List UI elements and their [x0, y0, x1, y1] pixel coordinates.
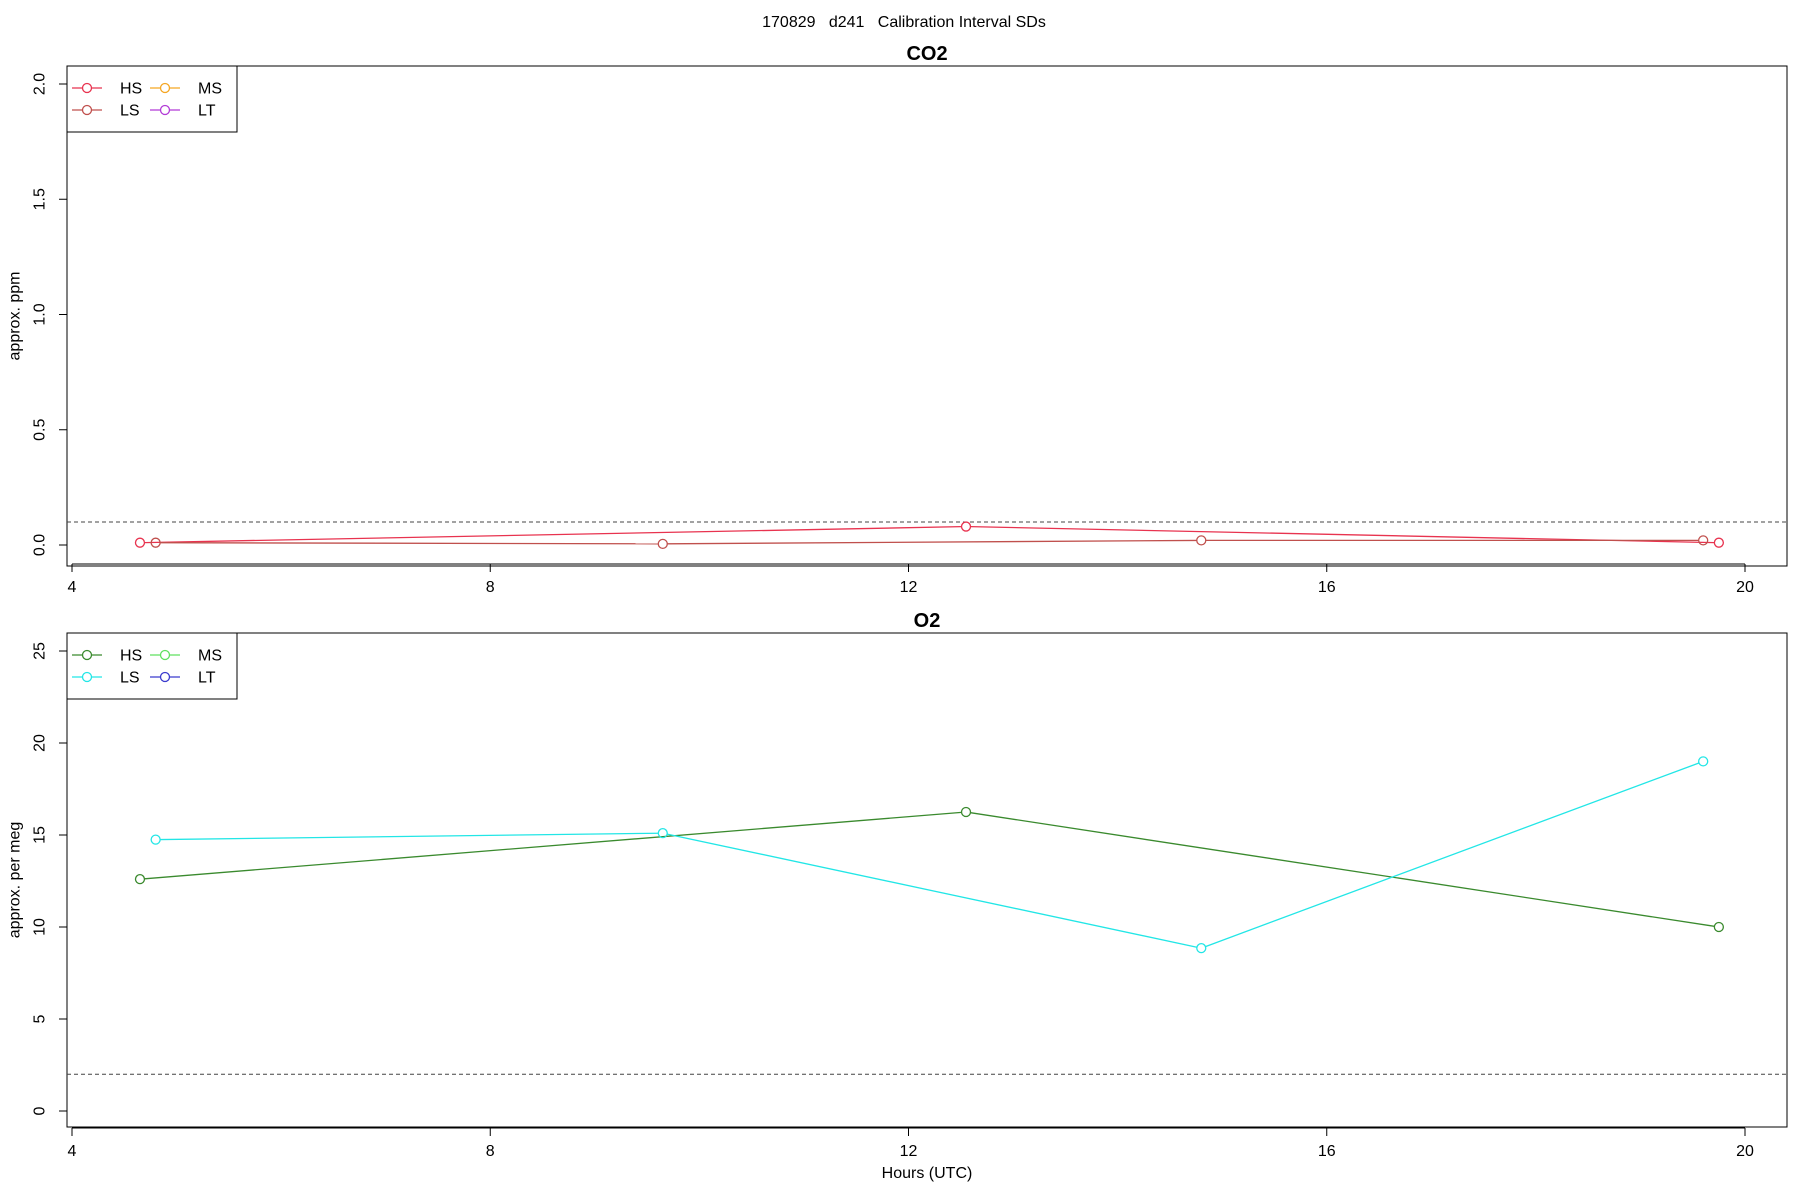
data-point: [134, 537, 146, 548]
legend-label: LT: [198, 103, 216, 120]
legend-marker: [81, 671, 93, 683]
panel-title: CO2: [906, 43, 947, 65]
x-tick-label: 8: [486, 579, 495, 596]
legend-marker: [81, 649, 93, 661]
panel-o2: O2 4 8 12 16 20 0 5 10 15 20 25 approx. per meg Hours…: [7, 610, 1788, 1182]
legend-marker: [81, 82, 93, 94]
x-tick-label: 4: [68, 579, 77, 596]
legend-entry-ms: MS: [150, 81, 222, 98]
y-tick-label: 0: [32, 1106, 49, 1115]
y-tick-label: 15: [32, 826, 49, 844]
legend-marker: [159, 82, 171, 94]
series-ls: [150, 756, 1709, 954]
x-axis-label: Hours (UTC): [882, 1165, 973, 1182]
x-tick-label: 16: [1318, 579, 1336, 596]
series-line-segment: [144, 525, 962, 544]
legend-entry-lt: LT: [150, 670, 216, 687]
legend-label: MS: [198, 648, 222, 665]
y-tick-label: 1.0: [32, 303, 49, 325]
data-point: [1698, 756, 1709, 767]
x-tick-label: 20: [1736, 1143, 1754, 1160]
figure-title: 170829 d241 Calibration Interval SDs: [762, 14, 1046, 31]
y-tick-label: 10: [32, 918, 49, 936]
legend: HS LS MS LT: [66, 65, 238, 133]
series-line-segment: [970, 812, 1715, 927]
data-point: [1698, 535, 1709, 546]
data-point: [1713, 537, 1725, 548]
legend-entry-lt: LT: [150, 103, 216, 120]
data-point: [134, 874, 146, 885]
legend-label: LT: [198, 670, 216, 687]
y-axis: 0.0 0.5 1.0 1.5 2.0: [32, 73, 68, 556]
legend-label: MS: [198, 81, 222, 98]
series-line-segment: [160, 832, 659, 841]
x-tick-label: 12: [900, 579, 918, 596]
series-line-segment: [160, 542, 659, 545]
data-point: [150, 537, 161, 548]
x-tick-label: 20: [1736, 579, 1754, 596]
legend-label: HS: [120, 81, 142, 98]
panel-title: O2: [914, 610, 941, 632]
legend-label: LS: [120, 103, 140, 120]
x-tick-label: 16: [1318, 1143, 1336, 1160]
legend-entry-hs: HS: [72, 648, 142, 665]
data-point: [1196, 535, 1207, 546]
legend-box: [66, 632, 238, 700]
y-axis-label: approx. ppm: [7, 272, 24, 361]
data-point: [1196, 943, 1207, 954]
plot-frame: [66, 632, 1788, 1128]
legend-marker: [159, 649, 171, 661]
x-tick-label: 8: [486, 1143, 495, 1160]
series-line-segment: [144, 811, 962, 880]
x-tick-label: 12: [900, 1143, 918, 1160]
series-ls: [150, 535, 1709, 549]
x-tick-label: 4: [68, 1143, 77, 1160]
legend-marker: [159, 104, 171, 116]
data-point: [960, 806, 972, 818]
y-tick-label: 0.0: [32, 534, 49, 556]
legend-entry-ls: LS: [72, 670, 140, 687]
y-tick-label: 2.0: [32, 73, 49, 95]
legend-entry-ls: LS: [72, 103, 140, 120]
y-tick-label: 25: [32, 642, 49, 660]
y-tick-label: 1.5: [32, 188, 49, 210]
legend-entry-ms: MS: [150, 648, 222, 665]
legend-entry-hs: HS: [72, 81, 142, 98]
legend-marker: [81, 104, 93, 116]
data-point: [1713, 921, 1725, 933]
plot-frame: [66, 65, 1788, 567]
legend-label: HS: [120, 648, 142, 665]
legend-box: [66, 65, 238, 133]
data-point: [960, 521, 972, 532]
x-axis: 4 8 12 16 20: [68, 563, 1754, 596]
series-hs: [134, 806, 1725, 933]
legend-label: LS: [120, 670, 140, 687]
panels: CO2 4 8 12 16 20 0.0 0.5 1.0 1.5 2.0 approx. ppm HS L…: [7, 43, 1788, 1182]
x-axis: 4 8 12 16 20: [68, 1127, 1754, 1160]
data-point: [657, 538, 668, 549]
y-tick-label: 20: [32, 734, 49, 752]
series-line-segment: [667, 833, 1198, 948]
y-axis-label: approx. per meg: [7, 822, 24, 939]
legend: HS LS MS LT: [66, 632, 238, 700]
legend-marker: [159, 671, 171, 683]
panel-co2: CO2 4 8 12 16 20 0.0 0.5 1.0 1.5 2.0 approx. ppm HS L…: [7, 43, 1788, 596]
y-tick-label: 5: [32, 1014, 49, 1023]
data-point: [150, 834, 161, 845]
series-line-segment: [1205, 762, 1700, 948]
y-tick-label: 0.5: [32, 419, 49, 441]
data-point: [657, 828, 668, 839]
series-line-segment: [667, 539, 1197, 545]
y-axis: 0 5 10 15 20 25: [32, 642, 68, 1115]
